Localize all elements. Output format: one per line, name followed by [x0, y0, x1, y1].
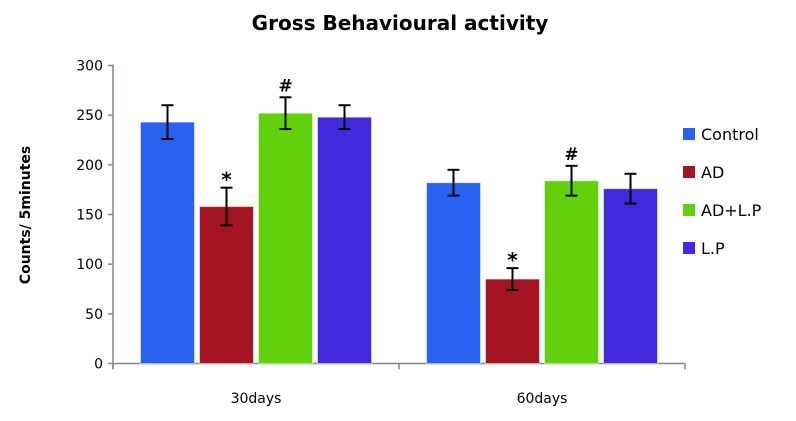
- bar-l-p-60days: [603, 188, 658, 364]
- significance-marker: #: [278, 76, 292, 96]
- chart-title: Gross Behavioural activity: [252, 11, 549, 35]
- y-tick-label: 0: [94, 357, 103, 373]
- bar-control-30days: [140, 121, 195, 365]
- bar-control-60days: [426, 182, 481, 364]
- significance-marker: *: [221, 168, 232, 192]
- x-tick-label: 60days: [517, 391, 568, 407]
- bar-ad-l-p-30days: [258, 112, 313, 365]
- y-tick-label: 200: [76, 158, 103, 174]
- y-tick-label: 150: [76, 208, 103, 224]
- bar-l-p-30days: [317, 116, 372, 364]
- bar-ad-30days: [199, 206, 254, 364]
- legend-swatch: [683, 242, 695, 254]
- bar-ad-l-p-60days: [544, 180, 599, 364]
- x-tick-label: 30days: [231, 391, 282, 407]
- legend-label: AD+L.P: [701, 201, 762, 220]
- y-tick-label: 100: [76, 257, 103, 273]
- legend-swatch: [683, 166, 695, 178]
- y-axis-label: Counts/ 5minutes: [18, 146, 34, 284]
- y-tick-label: 300: [76, 59, 103, 75]
- significance-marker: #: [564, 145, 578, 165]
- legend-label: Control: [701, 125, 759, 144]
- legend-swatch: [683, 204, 695, 216]
- y-tick-label: 50: [85, 307, 103, 323]
- y-tick-label: 250: [76, 108, 103, 124]
- legend-label: AD: [701, 163, 724, 182]
- legend-label: L.P: [701, 239, 725, 258]
- significance-marker: *: [507, 248, 518, 272]
- legend-swatch: [683, 128, 695, 140]
- bar-ad-60days: [485, 278, 540, 365]
